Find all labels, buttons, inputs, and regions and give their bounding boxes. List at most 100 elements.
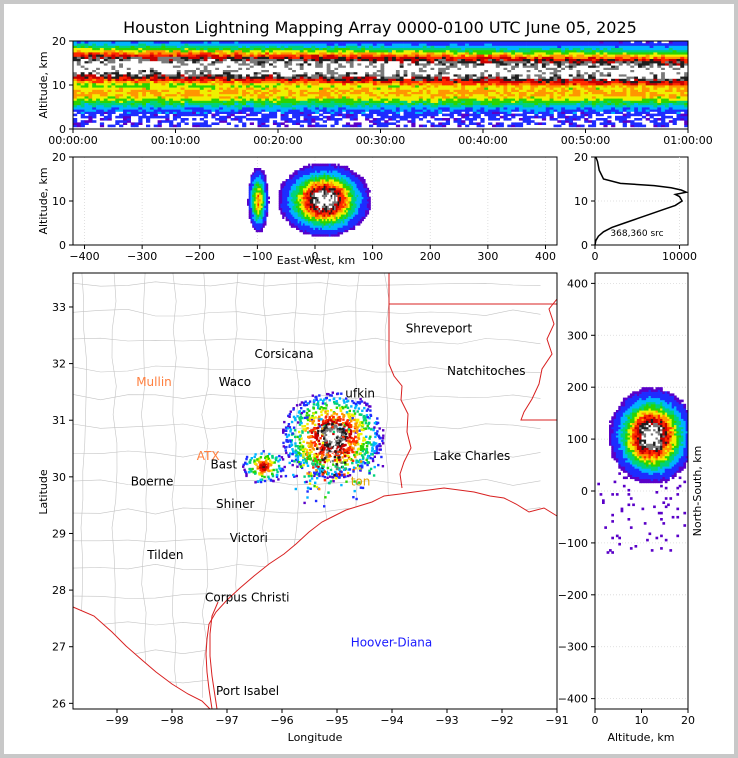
time-altitude-cell <box>249 67 254 70</box>
time-altitude-cell <box>376 80 381 84</box>
time-altitude-cell <box>322 104 327 108</box>
time-altitude-cell <box>96 41 101 44</box>
time-altitude-cell <box>576 109 581 112</box>
time-altitude-cell <box>180 52 185 55</box>
time-altitude-cell <box>468 109 474 112</box>
time-altitude-cell <box>215 58 220 62</box>
time-altitude-cell <box>142 82 147 86</box>
time-altitude-cell <box>165 111 170 114</box>
time-altitude-cell <box>595 98 600 101</box>
time-altitude-cell <box>384 91 389 95</box>
time-altitude-cell <box>399 104 404 108</box>
time-altitude-cell <box>288 56 293 59</box>
time-altitude-cell <box>176 107 181 110</box>
time-altitude-cell <box>226 54 231 57</box>
time-altitude-cell <box>576 47 581 51</box>
time-altitude-cell <box>315 87 320 90</box>
time-altitude-cell <box>407 49 412 53</box>
time-altitude-cell <box>495 45 500 48</box>
time-altitude-cell <box>584 49 589 53</box>
time-altitude-cell <box>307 124 312 128</box>
time-altitude-cell <box>415 45 420 48</box>
time-altitude-cell <box>376 71 381 75</box>
time-altitude-cell <box>103 45 108 48</box>
time-altitude-cell <box>73 45 78 48</box>
time-altitude-cell <box>488 89 493 92</box>
time-altitude-cell <box>319 93 324 97</box>
time-altitude-cell <box>249 71 254 75</box>
time-altitude-cell <box>76 80 81 84</box>
time-altitude-cell <box>295 107 301 110</box>
time-altitude-cell <box>530 98 535 101</box>
time-altitude-cell <box>99 100 105 103</box>
time-altitude-cell <box>303 109 308 112</box>
time-altitude-cell <box>234 71 239 75</box>
time-altitude-cell <box>499 63 504 66</box>
time-altitude-cell <box>315 65 320 68</box>
time-altitude-cell <box>215 67 220 70</box>
time-altitude-cell <box>222 120 228 123</box>
time-altitude-cell <box>392 80 397 84</box>
time-altitude-cell <box>349 69 354 73</box>
time-altitude-cell <box>157 69 162 73</box>
time-altitude-cell <box>107 96 112 99</box>
time-altitude-cell <box>292 87 297 90</box>
time-altitude-cell <box>196 45 201 48</box>
time-altitude-cell <box>557 111 562 114</box>
time-altitude-cell <box>488 87 493 90</box>
time-altitude-cell <box>395 58 401 62</box>
time-altitude-cell <box>565 49 570 53</box>
time-altitude-cell <box>111 109 116 112</box>
time-altitude-cell <box>295 69 301 73</box>
time-altitude-cell <box>457 82 462 86</box>
time-altitude-cell <box>176 49 181 53</box>
time-altitude-cell <box>126 89 131 92</box>
time-altitude-cell <box>119 80 124 84</box>
time-altitude-cell <box>522 41 527 44</box>
time-altitude-cell <box>384 74 389 77</box>
time-altitude-cell <box>88 65 93 68</box>
time-altitude-cell <box>426 102 431 106</box>
time-altitude-cell <box>518 124 524 128</box>
time-altitude-cell <box>399 49 404 53</box>
time-altitude-cell <box>238 45 243 48</box>
time-altitude-cell <box>338 58 343 62</box>
time-altitude-cell <box>503 113 508 117</box>
time-altitude-cell <box>99 67 105 70</box>
time-altitude-cell <box>518 98 524 101</box>
time-altitude-cell <box>184 47 189 51</box>
time-altitude-cell <box>399 58 404 62</box>
time-altitude-cell <box>541 49 547 53</box>
time-altitude-cell <box>119 96 124 99</box>
time-altitude-cell <box>522 85 527 88</box>
time-altitude-cell <box>249 93 254 97</box>
time-altitude-cell <box>269 76 274 79</box>
time-altitude-cell <box>357 85 362 88</box>
time-altitude-cell <box>119 78 124 81</box>
time-altitude-cell <box>545 65 550 68</box>
time-altitude-cell <box>299 93 304 97</box>
time-altitude-cell <box>272 43 278 46</box>
time-altitude-cell <box>253 47 258 51</box>
time-altitude-cell <box>111 45 116 48</box>
time-altitude-cell <box>123 43 128 46</box>
time-altitude-cell <box>303 93 308 97</box>
time-altitude-cell <box>422 74 427 77</box>
time-altitude-cell <box>338 74 343 77</box>
time-altitude-cell <box>215 63 220 66</box>
time-altitude-cell <box>165 120 170 123</box>
time-altitude-cell <box>165 54 170 57</box>
time-altitude-cell <box>257 124 262 128</box>
time-altitude-cell <box>295 54 301 57</box>
time-altitude-cell <box>369 47 374 51</box>
time-altitude-cell <box>180 74 185 77</box>
time-altitude-cell <box>288 93 293 97</box>
time-altitude-cell <box>130 63 135 66</box>
time-altitude-cell <box>399 115 404 119</box>
time-altitude-cell <box>399 43 404 46</box>
time-altitude-cell <box>103 107 108 110</box>
time-altitude-cell <box>80 93 85 97</box>
time-altitude-cell <box>376 65 381 68</box>
time-altitude-cell <box>588 76 593 79</box>
time-altitude-cell <box>453 45 458 48</box>
